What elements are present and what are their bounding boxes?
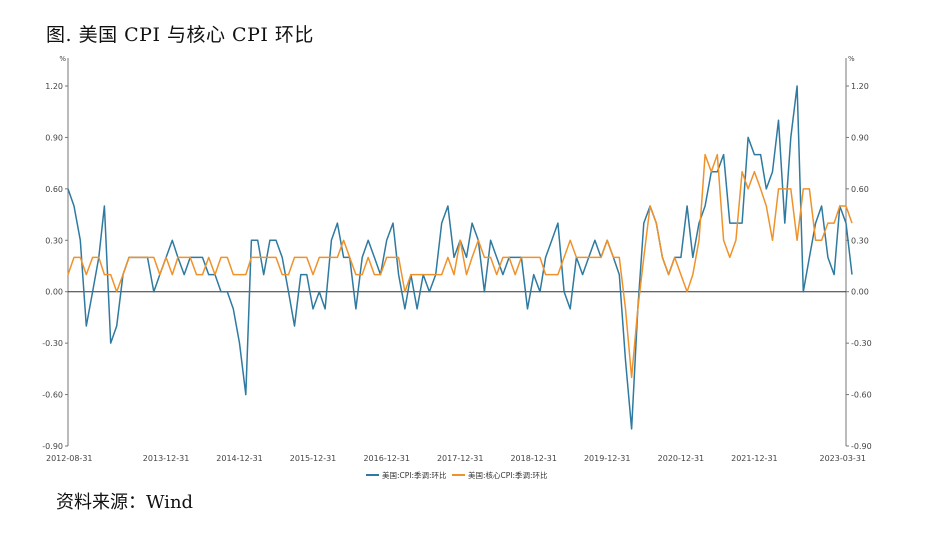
y-tick-label-left: 0.00: [45, 288, 63, 297]
y-tick-label-right: 0.90: [851, 133, 869, 142]
x-tick-label: 2018-12-31: [510, 454, 557, 463]
y-tick-label-left: 1.20: [45, 82, 63, 91]
y-unit-left: %: [59, 55, 66, 63]
y-tick-label-right: 0.00: [851, 288, 869, 297]
y-tick-label-right: -0.30: [851, 339, 872, 348]
chart-series: [67, 85, 853, 430]
y-tick-label-left: -0.90: [42, 442, 63, 451]
x-tick-label: 2014-12-31: [216, 454, 263, 463]
x-tick-label: 2021-12-31: [731, 454, 778, 463]
x-tick-label: 2013-12-31: [143, 454, 190, 463]
y-tick-label-right: -0.90: [851, 442, 872, 451]
y-tick-label-left: -0.60: [42, 391, 63, 400]
x-tick-label: 2012-08-31: [46, 454, 93, 463]
series-line-2: [67, 153, 853, 379]
y-tick-label-right: 1.20: [851, 82, 869, 91]
chart-title: 图. 美国 CPI 与核心 CPI 环比: [46, 24, 314, 46]
x-tick-label: 2017-12-31: [437, 454, 484, 463]
chart-axes: % % 1.20 1.20 0.90 0.90 0.60 0.60 0.30 0.30 0.00 0.…: [42, 55, 871, 463]
legend-label-2: 美国:核心CPI:季调:环比: [468, 470, 548, 480]
x-tick-label: 2019-12-31: [584, 454, 631, 463]
y-tick-label-right: 0.60: [851, 185, 869, 194]
y-unit-right: %: [848, 55, 855, 63]
chart-legend: 美国:CPI:季调:环比 美国:核心CPI:季调:环比: [366, 470, 548, 480]
y-tick-label-left: 0.60: [45, 185, 63, 194]
y-tick-label-right: 0.30: [851, 236, 869, 245]
y-tick-label-left: 0.90: [45, 133, 63, 142]
x-tick-label: 2016-12-31: [363, 454, 410, 463]
source-note: 资料来源：Wind: [56, 492, 194, 513]
y-tick-label-left: -0.30: [42, 339, 63, 348]
x-tick-label: 2015-12-31: [290, 454, 337, 463]
x-tick-label: 2023-03-31: [820, 454, 867, 463]
y-tick-label-right: -0.60: [851, 391, 872, 400]
legend-label-1: 美国:CPI:季调:环比: [382, 470, 447, 480]
x-tick-label: 2020-12-31: [658, 454, 705, 463]
y-tick-label-left: 0.30: [45, 236, 63, 245]
